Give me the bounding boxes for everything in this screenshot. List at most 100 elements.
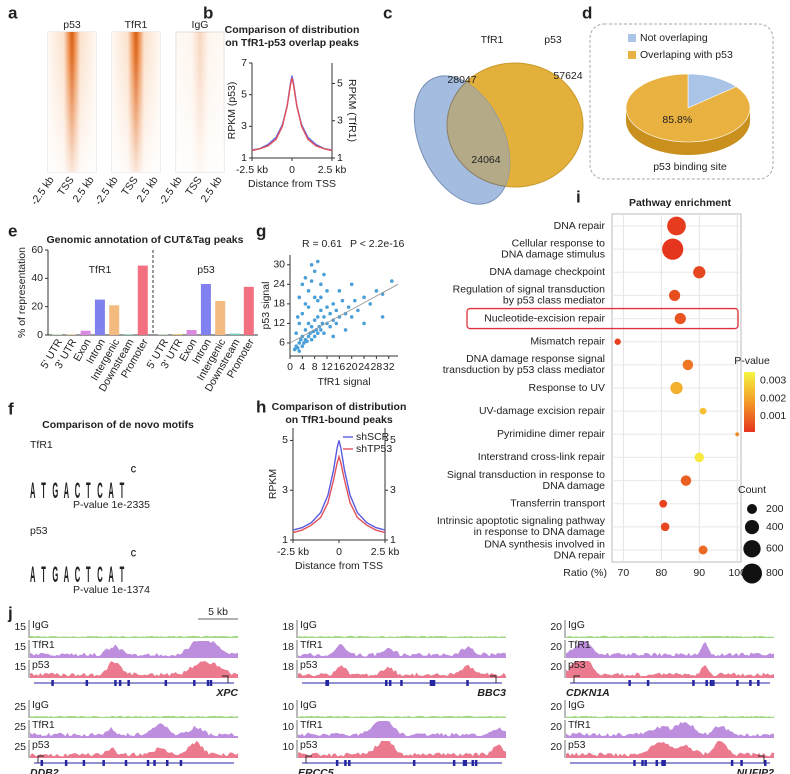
heatmap-fade	[112, 32, 160, 172]
gene-exon	[64, 760, 68, 766]
category-label: Response to UV	[529, 382, 605, 394]
gene-exon	[385, 680, 388, 686]
size-legend-label: 800	[766, 567, 784, 579]
track-profile	[566, 721, 774, 738]
point	[319, 295, 323, 300]
y-tick-label: 18	[273, 298, 285, 310]
point	[337, 289, 342, 293]
gene-exon	[102, 760, 105, 766]
gene-exon	[452, 760, 456, 766]
point	[362, 295, 366, 300]
x-axis-label: Distance from TSS	[295, 560, 383, 572]
point	[300, 311, 305, 316]
pie-slice	[687, 73, 737, 109]
bar	[172, 334, 183, 335]
point	[297, 341, 302, 345]
motif-pvalue: P-value 1e-1374	[73, 584, 150, 596]
y-tick-label: 6	[279, 337, 285, 349]
track-scale: 18	[282, 621, 294, 633]
point	[328, 311, 332, 316]
point	[319, 282, 323, 287]
bar	[200, 284, 211, 335]
bubble	[693, 266, 706, 279]
point	[297, 295, 302, 300]
y2-tick-label: 5	[390, 434, 396, 446]
point	[294, 331, 298, 335]
track-label: TfR1	[32, 719, 55, 731]
legend-swatch	[628, 51, 636, 59]
x-tick-label: 28	[371, 361, 383, 373]
track-scale: 18	[282, 661, 294, 673]
size-legend-dot	[744, 520, 760, 535]
y-tick-label: 20	[31, 300, 43, 312]
track-scale: 20	[550, 641, 562, 653]
y2-tick-label: 1	[390, 534, 396, 546]
category-label: UV-damage excision repair	[479, 405, 606, 417]
pie-value-label: 85.8%	[662, 114, 692, 126]
gene-exon	[164, 680, 168, 686]
tss-arrow	[305, 755, 312, 763]
point	[319, 328, 323, 332]
bubble	[669, 289, 681, 302]
motif-letter: T	[41, 479, 46, 503]
x-tick-label: 24	[358, 361, 370, 373]
track-scale: 18	[282, 641, 294, 653]
point	[312, 269, 317, 274]
point	[390, 279, 394, 283]
gene-name: CDKN1A	[566, 687, 610, 699]
point	[297, 321, 302, 326]
y-tick-label: 60	[31, 244, 43, 256]
track-profile	[298, 715, 506, 718]
point	[303, 328, 308, 332]
track-label: IgG	[300, 699, 317, 711]
point	[309, 324, 314, 329]
motif-letter: A	[108, 563, 114, 587]
track-label: TfR1	[300, 719, 323, 731]
x-tick-label: 70	[618, 567, 630, 579]
track-scale: 25	[14, 741, 26, 753]
bubble	[680, 475, 692, 486]
gene-exon	[692, 680, 695, 686]
panel-label: d	[582, 3, 592, 22]
point	[353, 298, 357, 303]
gene-exon	[730, 760, 734, 766]
gene-exon	[740, 760, 743, 766]
highlight-box	[466, 307, 739, 330]
track-label: TfR1	[568, 719, 591, 731]
bubble	[682, 359, 694, 371]
panel-label: j	[7, 603, 13, 622]
gene-exon	[388, 680, 392, 686]
gene-exon	[430, 680, 434, 686]
x-axis-label: Distance from TSS	[248, 178, 336, 190]
y-tick-label: 24	[273, 278, 285, 290]
gene-exon	[462, 760, 466, 766]
panel-label: f	[8, 399, 14, 418]
point	[295, 315, 300, 319]
y-tick-label: 5	[241, 88, 247, 100]
bubble	[674, 312, 686, 325]
series-line	[292, 440, 386, 531]
point	[331, 302, 336, 306]
x-tick-label: 4	[299, 361, 305, 373]
point	[322, 272, 326, 277]
track-scale: 10	[282, 701, 294, 713]
point	[299, 337, 303, 342]
track-scale: 10	[282, 741, 294, 753]
motif-letter: C	[75, 563, 81, 587]
y2-tick-label: 5	[337, 77, 343, 89]
point	[368, 302, 373, 306]
category-label: DNA damage stimulus	[501, 248, 605, 260]
track-label: p53	[32, 739, 50, 751]
track-profile	[30, 715, 238, 718]
point	[328, 324, 332, 329]
x-tick-label: 80	[655, 567, 667, 579]
track-profile	[30, 661, 238, 678]
track-profile	[566, 741, 774, 758]
track-profile	[566, 715, 774, 718]
point	[309, 262, 314, 267]
heatmap-title: p53	[63, 19, 81, 31]
x-tick-label: 16	[334, 361, 346, 373]
bar	[137, 265, 148, 335]
bubble	[662, 238, 684, 260]
track-profile	[298, 644, 506, 658]
